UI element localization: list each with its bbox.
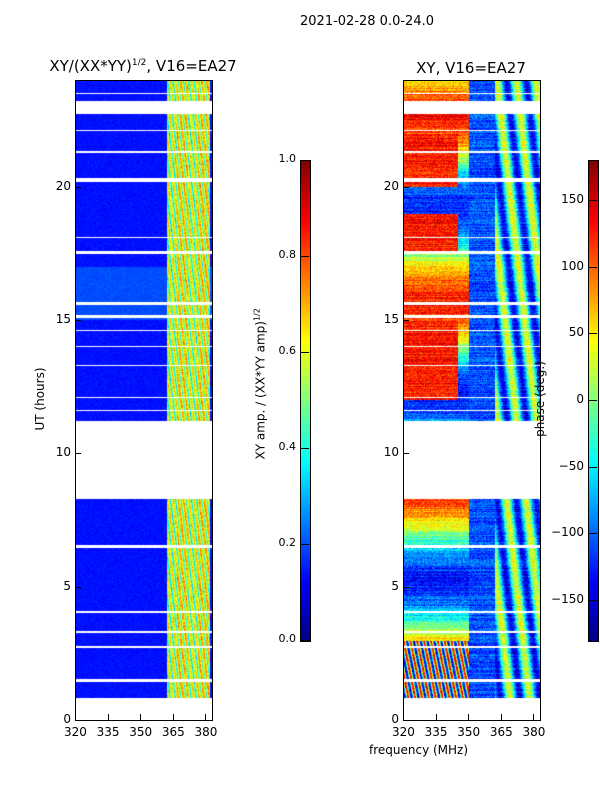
suptitle: 2021-02-28 0.0-24.0 <box>300 14 434 29</box>
colorbar-amp-label-sup: 1/2 <box>252 308 262 322</box>
left-title-sup: 1/2 <box>131 58 147 68</box>
xtick-mark <box>533 714 535 720</box>
colorbar-tick-label: 0.0 <box>278 632 297 645</box>
colorbar-tick-label: 100 <box>561 258 584 273</box>
colorbar-tick-mark <box>588 600 597 601</box>
ytick-mark <box>75 720 81 721</box>
xtick-mark <box>172 714 174 720</box>
colorbar-tick-label: −50 <box>558 458 584 473</box>
colorbar-tick-label: −100 <box>551 525 584 540</box>
xtick-label: 335 <box>424 725 448 739</box>
xtick-mark <box>468 714 470 720</box>
colorbar-tick-label: 0.2 <box>278 536 297 549</box>
xtick-label: 365 <box>489 725 513 739</box>
colorbar-tick-mark <box>588 400 597 401</box>
phase-heatmap <box>403 80 540 720</box>
colorbar-tick-label: 150 <box>561 192 584 206</box>
colorbar-tick-label: 0.6 <box>278 344 297 357</box>
right-title: XY, V16=EA27 <box>416 59 526 77</box>
ytick-label: 20 <box>55 178 71 193</box>
ytick-label: 15 <box>383 312 399 326</box>
xlabel: frequency (MHz) <box>369 743 469 757</box>
ytick-mark <box>75 586 81 588</box>
xtick-label: 350 <box>457 725 481 739</box>
ytick-mark <box>75 453 81 455</box>
xtick-mark <box>403 714 404 720</box>
colorbar-tick-mark <box>588 333 597 335</box>
ytick-label: 0 <box>391 712 399 726</box>
xtick-label: 350 <box>129 725 153 739</box>
colorbar-amp-label: XY amp. / (XX*YY amp)1/2 <box>253 308 268 459</box>
ytick-mark <box>403 586 409 588</box>
colorbar-tick-mark <box>300 544 309 545</box>
amplitude-heatmap <box>75 80 212 720</box>
colorbar-tick-label: 0.4 <box>278 440 297 453</box>
colorbar-tick-mark <box>300 256 309 257</box>
xtick-mark <box>205 714 207 720</box>
ytick-mark <box>403 320 409 321</box>
colorbar-tick-label: 1.0 <box>278 152 297 165</box>
xtick-mark <box>107 714 109 720</box>
xtick-label: 320 <box>64 725 87 739</box>
xtick-mark <box>500 714 502 720</box>
right-axes-frame <box>403 80 541 721</box>
ytick-mark <box>403 453 409 455</box>
ytick-mark <box>75 186 81 188</box>
colorbar-tick-mark <box>588 533 597 535</box>
ytick-label: 5 <box>391 578 399 593</box>
colorbar-amp-label-text: XY amp. / (XX*YY amp) <box>253 321 268 460</box>
colorbar-tick-mark <box>588 466 597 468</box>
ytick-label: 20 <box>383 178 399 193</box>
ytick-mark <box>75 320 81 321</box>
ytick-mark <box>403 186 409 188</box>
xtick-mark <box>140 714 142 720</box>
ytick-label: 10 <box>383 445 399 460</box>
xtick-label: 320 <box>392 725 415 739</box>
ytick-label: 0 <box>63 712 71 726</box>
ytick-label: 10 <box>55 445 71 460</box>
colorbar-tick-mark <box>300 352 309 353</box>
left-title: XY/(XX*YY)1/2, V16=EA27 <box>49 57 236 75</box>
xtick-mark <box>435 714 437 720</box>
colorbar-phase-label: phase (deg.) <box>533 361 547 437</box>
left-axes-frame <box>75 80 213 721</box>
ytick-label: 5 <box>63 578 71 593</box>
amplitude-colorbar <box>300 160 311 642</box>
colorbar-tick-mark <box>588 266 597 268</box>
colorbar-tick-label: 0.8 <box>278 248 297 261</box>
left-ylabel: UT (hours) <box>33 367 47 431</box>
colorbar-tick-label: −150 <box>551 592 584 606</box>
colorbar-tick-label: 0 <box>576 392 584 406</box>
colorbar-tick-mark <box>300 448 309 449</box>
xtick-label: 335 <box>96 725 120 739</box>
xtick-label: 380 <box>522 725 546 739</box>
ytick-label: 15 <box>55 312 71 326</box>
phase-colorbar <box>588 160 599 642</box>
left-title-text: XY/(XX*YY) <box>49 57 132 75</box>
ytick-mark <box>403 720 409 721</box>
xtick-label: 380 <box>194 725 218 739</box>
xtick-mark <box>75 714 76 720</box>
xtick-label: 365 <box>161 725 185 739</box>
colorbar-tick-mark <box>300 160 309 161</box>
colorbar-tick-mark <box>300 640 309 641</box>
colorbar-tick-label: 50 <box>568 325 584 340</box>
colorbar-tick-mark <box>588 200 597 201</box>
left-title-suffix: , V16=EA27 <box>146 57 237 75</box>
